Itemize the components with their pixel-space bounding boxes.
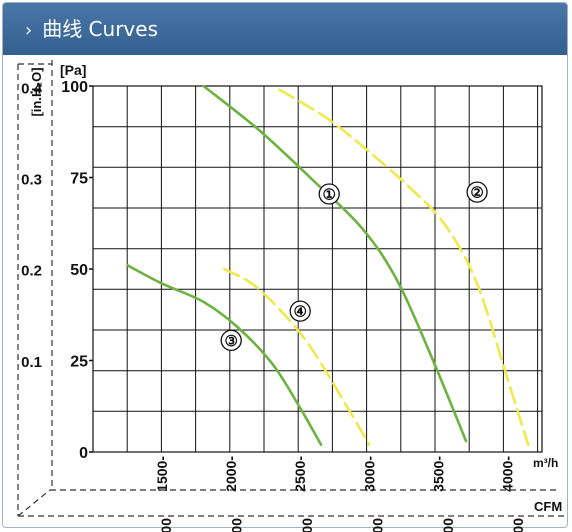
grid — [92, 85, 543, 453]
x-tick-cfm: 1500 — [299, 518, 315, 532]
series-label-3: ③ — [220, 329, 242, 352]
y-tick-inh2o: 0.3 — [21, 172, 42, 189]
x-tick-cfm: 2100 — [440, 518, 456, 532]
y-tick-pa: 75 — [70, 171, 88, 188]
series-line-2 — [278, 88, 530, 446]
x-tick-cfm: 2400 — [510, 518, 526, 532]
y-tick-inh2o: 0.4 — [21, 80, 43, 97]
series-label-1: ① — [318, 183, 340, 205]
y-axis-pa-label: [Pa] — [60, 62, 86, 78]
perspective-frame — [17, 60, 568, 517]
y-tick-pa: 25 — [70, 354, 88, 371]
svg-text:②: ② — [470, 185, 483, 202]
svg-text:④: ④ — [293, 304, 306, 321]
panel-header: › 曲线 Curves — [3, 3, 567, 55]
x-axis-m3h-unit: m³/h — [533, 456, 558, 470]
x-tick-cfm: 1200 — [229, 518, 245, 532]
x-tick-m3h: 3000- — [361, 456, 377, 492]
y-tick-pa: 100 — [61, 79, 88, 96]
x-tick-m3h: 1500- — [154, 456, 170, 492]
series-line-1 — [202, 84, 468, 443]
y-axis-inh2o-label: [in.H₂O] — [29, 67, 44, 116]
x-tick-m3h: 3500- — [430, 456, 446, 492]
chart-title: 曲线 Curves — [42, 17, 158, 41]
series-label-4: ④ — [289, 300, 311, 322]
y-tick-pa: 0 — [79, 445, 88, 462]
series-label-2: ② — [466, 181, 488, 203]
svg-text:①: ① — [322, 187, 335, 204]
x-tick-m3h: 4000- — [500, 456, 516, 492]
y-tick-inh2o: 0.1 — [21, 354, 42, 371]
labels: 100 75 50 25 0 0.4 0.3 0.2 0.1 1500- 2000- 2500- 300… — [21, 79, 526, 532]
curves — [126, 84, 530, 446]
plot-border — [92, 85, 543, 453]
y-tick-inh2o: 0.2 — [21, 263, 42, 280]
x-tick-m3h: 2500- — [292, 456, 308, 492]
series-line-3 — [126, 264, 323, 446]
x-tick-m3h: 2000- — [223, 456, 239, 492]
x-tick-cfm: 900 — [158, 518, 174, 532]
x-axis-cfm-unit: CFM — [534, 499, 562, 514]
y-tick-pa: 50 — [70, 262, 88, 279]
series-line-4 — [222, 267, 371, 446]
svg-text:③: ③ — [224, 333, 237, 350]
frame-corner-edge — [17, 489, 51, 517]
chevron-right-icon: › — [25, 20, 33, 41]
x-tick-cfm: 1800 — [369, 518, 385, 532]
curves-panel: › 曲线 Curves — [2, 2, 568, 528]
